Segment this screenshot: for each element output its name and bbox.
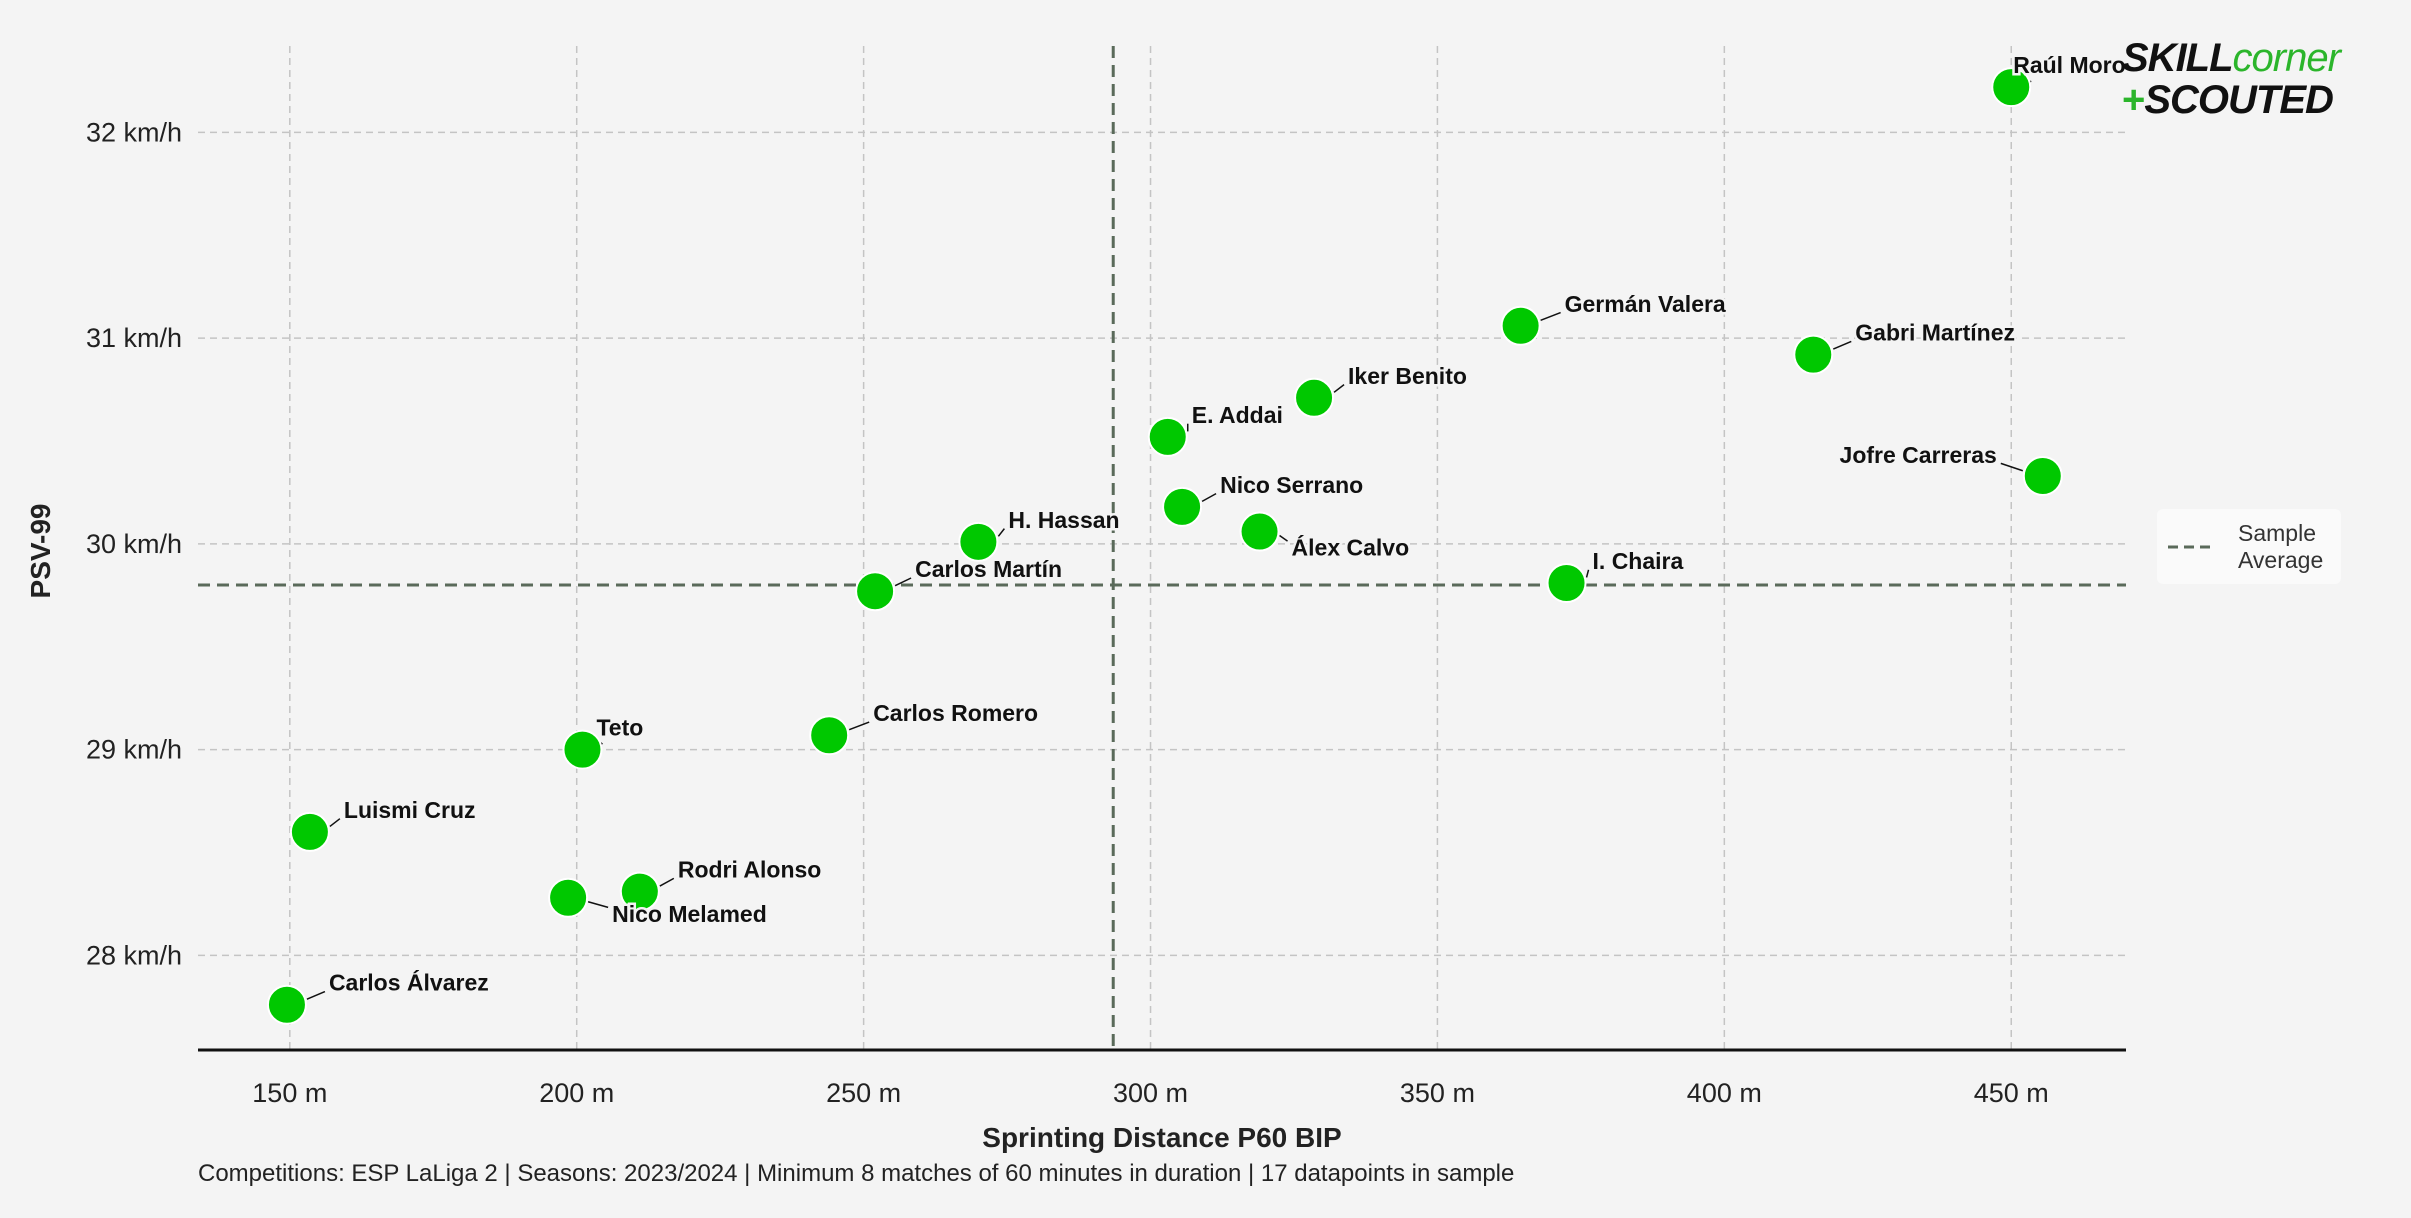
average-lines	[198, 46, 2126, 1050]
point-marker	[1239, 511, 1280, 552]
point-marker	[1991, 67, 2032, 108]
y-tick-label: 29 km/h	[86, 735, 182, 765]
data-point: Carlos Álvarez	[266, 966, 491, 1025]
data-point: Álex Calvo	[1239, 511, 1412, 563]
point-connector	[848, 721, 870, 731]
point-marker	[619, 871, 660, 912]
axis-ticks: 150 m 200 m 250 m 300 m 350 m 400 m 450 m 28 km…	[86, 117, 2049, 1108]
data-point: Raúl Moro	[1991, 50, 2128, 108]
point-label: E. Addai	[1192, 402, 1283, 428]
data-point: Carlos Martín	[855, 554, 1065, 612]
data-point: Germán Valera	[1500, 288, 1728, 346]
point-connector	[1201, 492, 1217, 503]
point-marker	[1500, 305, 1541, 346]
x-axis-label: Sprinting Distance P60 BIP	[982, 1122, 1341, 1153]
point-label: Carlos Martín	[915, 556, 1062, 582]
point-label: Carlos Álvarez	[329, 969, 489, 996]
point-label: Nico Serrano	[1220, 472, 1363, 498]
point-label: Gabri Martínez	[1855, 320, 2015, 346]
point-marker	[1793, 334, 1834, 375]
point-label: I. Chaira	[1593, 548, 1684, 574]
point-label: Teto	[596, 715, 643, 741]
point-marker	[289, 811, 330, 852]
point-label: Rodri Alonso	[678, 857, 822, 883]
point-connector	[659, 877, 675, 887]
point-connector	[1279, 534, 1288, 542]
point-label: Iker Benito	[1348, 363, 1467, 389]
point-label: Luismi Cruz	[344, 797, 476, 823]
point-label: Carlos Romero	[873, 700, 1038, 726]
point-label: Germán Valera	[1565, 291, 1726, 317]
y-axis-label: PSV-99	[25, 504, 56, 599]
data-point: Rodri Alonso	[619, 854, 824, 912]
skillcorner-logo: SKILLcorner +SCOUTED	[2122, 36, 2367, 120]
logo-corner-text: corner	[2232, 36, 2341, 80]
point-marker	[958, 521, 999, 562]
point-marker	[1546, 562, 1587, 603]
x-tick-label: 250 m	[826, 1078, 901, 1108]
grid	[198, 46, 2126, 1050]
data-point: I. Chaira	[1546, 545, 1686, 603]
logo-scouted-text: SCOUTED	[2144, 78, 2334, 122]
chart-caption: Competitions: ESP LaLiga 2 | Seasons: 20…	[198, 1160, 1515, 1187]
point-marker	[2022, 455, 2063, 496]
data-point: Iker Benito	[1294, 360, 1469, 418]
x-tick-label: 400 m	[1687, 1078, 1762, 1108]
legend-label-line-1: Sample	[2238, 520, 2316, 546]
x-tick-label: 300 m	[1113, 1078, 1188, 1108]
point-marker	[266, 984, 307, 1025]
point-connector	[1585, 569, 1590, 578]
point-label: Álex Calvo	[1292, 534, 1410, 561]
point-marker	[855, 571, 896, 612]
point-label: Nico Melamed	[612, 901, 767, 927]
point-connector	[306, 990, 326, 1000]
y-tick-label: 30 km/h	[86, 529, 182, 559]
point-marker	[548, 877, 589, 918]
data-point: E. Addai	[1147, 399, 1285, 457]
data-point: Luismi Cruz	[289, 794, 478, 852]
point-connector	[329, 818, 341, 828]
point-label: Raúl Moro	[2013, 52, 2125, 78]
y-tick-label: 32 km/h	[86, 117, 182, 147]
point-connector	[2000, 462, 2024, 472]
point-marker	[1162, 486, 1203, 527]
point-connector	[1832, 340, 1852, 350]
logo-skill-text: SKILL	[2122, 36, 2234, 80]
point-connector	[997, 528, 1005, 537]
y-tick-label: 31 km/h	[86, 323, 182, 353]
data-point: Nico Melamed	[548, 877, 769, 929]
point-label: H. Hassan	[1008, 507, 1119, 533]
data-point: Nico Serrano	[1162, 469, 1366, 527]
legend: Sample Average	[2157, 509, 2341, 584]
y-tick-label: 28 km/h	[86, 940, 182, 970]
legend-label-line-2: Average	[2238, 547, 2323, 573]
point-marker	[809, 715, 850, 756]
point-connector	[587, 901, 609, 909]
point-marker	[1294, 377, 1335, 418]
point-connector	[1333, 384, 1345, 393]
legend-label: Sample Average	[2238, 520, 2323, 573]
data-point: H. Hassan	[958, 504, 1122, 562]
x-tick-label: 200 m	[539, 1078, 614, 1108]
point-connector	[894, 577, 912, 587]
data-point: Jofre Carreras	[1837, 439, 2063, 496]
point-connector	[1540, 311, 1561, 322]
point-label: Jofre Carreras	[1840, 442, 1997, 468]
legend-box	[2157, 509, 2341, 584]
data-point: Gabri Martínez	[1793, 317, 2018, 375]
data-point: Carlos Romero	[809, 698, 1041, 756]
x-tick-label: 450 m	[1974, 1078, 2049, 1108]
logo-plus-icon: +	[2122, 78, 2145, 122]
data-points: Raúl Moro Germán Valera Gabri Martínez Iker…	[266, 50, 2128, 1025]
x-tick-label: 350 m	[1400, 1078, 1475, 1108]
data-point: Teto	[562, 712, 646, 770]
point-marker	[562, 729, 603, 770]
x-tick-label: 150 m	[252, 1078, 327, 1108]
point-marker	[1147, 416, 1188, 457]
